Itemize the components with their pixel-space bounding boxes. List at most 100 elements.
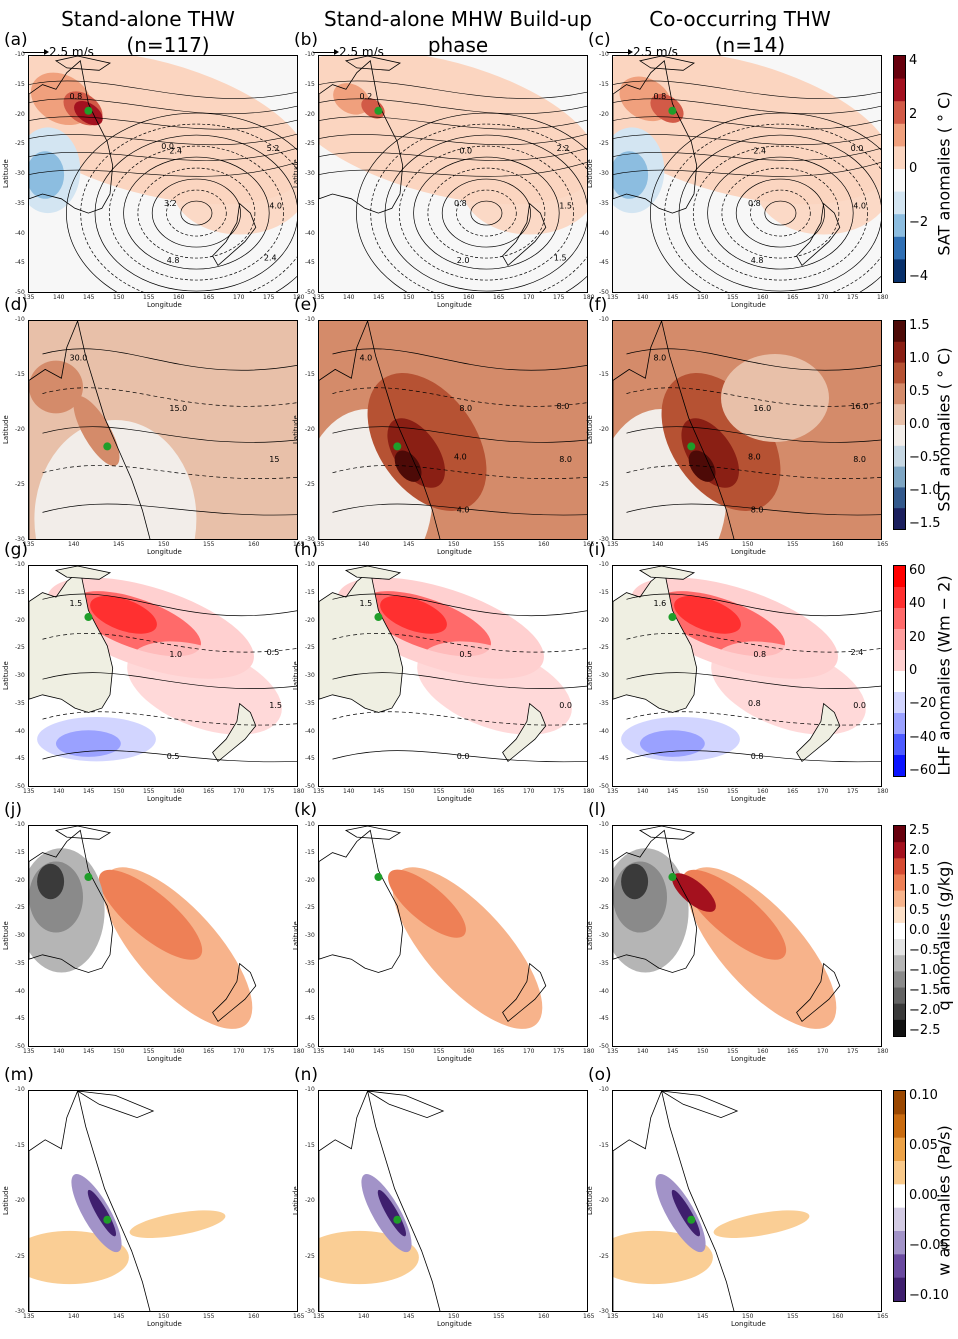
lon-tick-5: 160 bbox=[757, 294, 769, 301]
colorbar-tick-5: −40 bbox=[909, 729, 937, 745]
colorbar-swatches-4 bbox=[894, 1091, 905, 1302]
contour-label: 4.0 bbox=[360, 354, 373, 363]
colorbar-swatch bbox=[894, 236, 905, 260]
colorbar-swatch bbox=[894, 671, 905, 693]
colorbar-tick-3: 0.0 bbox=[909, 417, 930, 432]
colorbar-3 bbox=[893, 825, 906, 1037]
australia-coastline bbox=[613, 569, 698, 713]
streamline bbox=[319, 116, 587, 130]
lon-tick-9: 180 bbox=[293, 1048, 305, 1055]
lon-tick-2: 145 bbox=[373, 294, 385, 301]
contour-label: 8.0 bbox=[751, 505, 764, 514]
negative-q-core bbox=[621, 863, 649, 900]
lat-tick-2: -20 bbox=[599, 110, 609, 118]
contour-label: 8.0 bbox=[654, 354, 667, 363]
map-panel-2-1: 1.5 0.5 0.0 0.0 bbox=[318, 565, 588, 787]
colorbar-swatch bbox=[894, 341, 905, 364]
x-axis-label: Longitude bbox=[731, 1055, 766, 1063]
lon-tick-0: 135 bbox=[607, 541, 619, 548]
lon-tick-4: 155 bbox=[433, 1048, 445, 1055]
lat-tick-3: -25 bbox=[305, 644, 315, 652]
lat-tick-3: -25 bbox=[599, 1252, 609, 1260]
column-title-1-line2: (n=117) bbox=[126, 33, 210, 57]
contour-label: 4.8 bbox=[751, 256, 764, 265]
lon-tick-0: 135 bbox=[23, 541, 35, 548]
site-marker-icon bbox=[374, 613, 383, 622]
site-marker-icon bbox=[84, 106, 93, 115]
lat-tick-6: -40 bbox=[305, 229, 315, 237]
colorbar-tick-1: 2 bbox=[909, 107, 918, 122]
warm-anomaly-core bbox=[387, 418, 445, 488]
lat-tick-4: -30 bbox=[15, 1308, 25, 1315]
y-axis-label: Latitude bbox=[586, 1186, 594, 1215]
contour-label: 1.5 bbox=[70, 599, 83, 608]
lon-tick-8: 175 bbox=[263, 788, 275, 795]
colorbar-tick-3: −0.05 bbox=[909, 1238, 949, 1253]
colorbar-swatch bbox=[894, 1254, 905, 1279]
lon-tick-6: 165 bbox=[877, 1313, 889, 1320]
lon-tick-1: 140 bbox=[68, 541, 80, 548]
lon-tick-6: 165 bbox=[493, 1048, 505, 1055]
y-axis-label: Latitude bbox=[586, 159, 594, 188]
colorbar-label-4: w anomalies (Pa/s) bbox=[934, 1125, 954, 1276]
x-axis-label: Longitude bbox=[437, 548, 472, 556]
lat-tick-4: -30 bbox=[599, 170, 609, 177]
contour-label: 0.8 bbox=[748, 199, 761, 208]
colorbar-tick-4: 0.5 bbox=[909, 903, 930, 918]
lon-tick-5: 160 bbox=[538, 541, 550, 548]
panel-label-1-0: (d) bbox=[4, 295, 29, 315]
y-axis-label: Latitude bbox=[2, 1186, 10, 1215]
lon-tick-5: 160 bbox=[173, 788, 185, 795]
streamline bbox=[456, 189, 517, 237]
contour-label: 4.0 bbox=[454, 453, 467, 462]
lat-tick-5: -35 bbox=[305, 959, 315, 967]
contour-line bbox=[626, 672, 881, 689]
wind-reference-arrow-icon bbox=[23, 49, 49, 55]
lat-tick-4: -30 bbox=[15, 932, 25, 939]
colorbar-swatch bbox=[894, 650, 905, 672]
streamline bbox=[29, 116, 297, 130]
lon-tick-3: 150 bbox=[113, 1048, 125, 1055]
lat-tick-8: -50 bbox=[305, 783, 315, 790]
lat-tick-5: -35 bbox=[599, 959, 609, 967]
x-axis-label: Longitude bbox=[731, 1320, 766, 1328]
contour-label: 4.0 bbox=[853, 201, 866, 210]
colorbar-swatch bbox=[894, 508, 905, 530]
lon-tick-4: 155 bbox=[433, 294, 445, 301]
colorbar-label-2: LHF anomalies (Wm − 2) bbox=[934, 575, 954, 776]
contour-label: 5.2 bbox=[267, 144, 280, 153]
lon-tick-3: 150 bbox=[697, 788, 709, 795]
streamline bbox=[613, 80, 881, 99]
contour-line bbox=[332, 426, 587, 443]
site-marker-icon bbox=[374, 873, 383, 882]
contour-label: 1.0 bbox=[169, 650, 182, 659]
streamline bbox=[180, 200, 213, 226]
lat-tick-8: -50 bbox=[305, 1043, 315, 1050]
lat-tick-1: -15 bbox=[599, 588, 609, 596]
colorbar-swatch bbox=[894, 487, 905, 509]
positive-w-area bbox=[713, 1210, 810, 1239]
wind-reference-arrow-icon bbox=[607, 49, 633, 55]
lon-tick-5: 160 bbox=[463, 294, 475, 301]
warm-anomaly-core bbox=[650, 93, 684, 123]
contour-line bbox=[332, 593, 587, 617]
lon-tick-6: 165 bbox=[787, 788, 799, 795]
lat-tick-2: -20 bbox=[599, 1197, 609, 1204]
colorbar-swatch bbox=[894, 146, 905, 170]
new-zealand-coastline bbox=[212, 202, 257, 267]
warm-anomaly-core bbox=[688, 450, 716, 482]
australia-coastline bbox=[29, 60, 114, 214]
colorbar-swatch bbox=[894, 169, 905, 193]
contour-label: 8.0 bbox=[748, 453, 761, 462]
australia-coastline bbox=[613, 60, 698, 214]
lat-tick-1: -15 bbox=[305, 1141, 315, 1149]
new-guinea-coastline bbox=[54, 56, 112, 71]
new-zealand-coastline bbox=[502, 202, 547, 267]
contour-label: 2.4 bbox=[264, 254, 277, 263]
lat-tick-3: -25 bbox=[305, 1252, 315, 1260]
colorbar-tick-4: −0.10 bbox=[909, 1288, 949, 1303]
positive-w-area bbox=[129, 1210, 226, 1239]
warm-anomaly-area bbox=[462, 139, 587, 235]
lon-tick-6: 165 bbox=[203, 788, 215, 795]
colorbar-tick-8: −1.5 bbox=[909, 983, 941, 998]
